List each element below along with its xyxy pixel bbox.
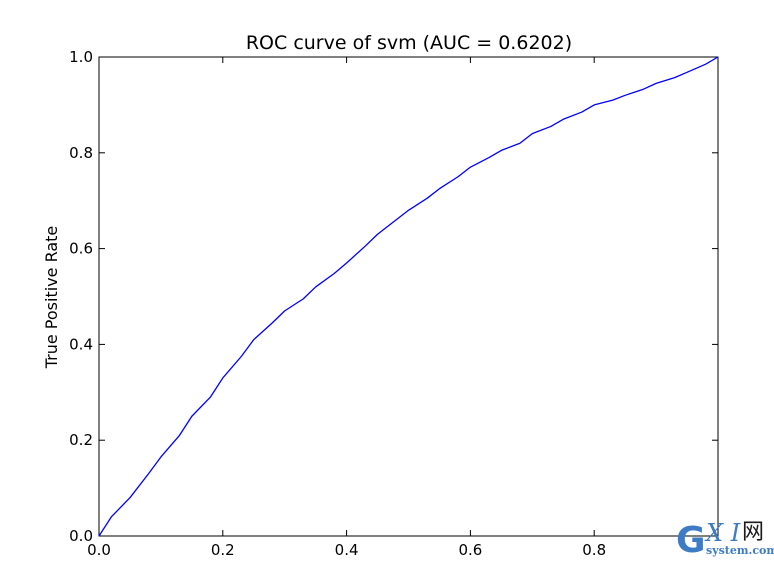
watermark-xi: X I <box>706 519 741 547</box>
x-tick-label: 0.8 <box>582 541 606 559</box>
plot-frame <box>98 56 719 537</box>
watermark-net: 网 <box>742 520 765 545</box>
y-tick-label: 0.0 <box>69 527 93 545</box>
watermark-g: G <box>676 520 706 561</box>
y-tick-label: 0.6 <box>69 240 93 258</box>
y-tick-label: 1.0 <box>69 48 93 66</box>
plot-area: 0.0 0.2 0.4 0.6 0.8 0.0 0.2 0.4 0.6 0.8 1.0 <box>69 48 719 559</box>
x-tick-label: 0.0 <box>87 541 111 559</box>
chart-title: ROC curve of svm (AUC = 0.6202) <box>246 32 572 54</box>
roc-curve-line <box>98 56 719 537</box>
y-tick-label: 0.4 <box>69 335 93 353</box>
x-tick-label: 0.2 <box>211 541 235 559</box>
x-tick-label: 0.6 <box>458 541 482 559</box>
y-tick-label: 0.8 <box>69 144 93 162</box>
y-tick-label: 0.2 <box>69 431 93 449</box>
x-tick-label: 0.4 <box>335 541 359 559</box>
y-axis-label: True Positive Rate <box>42 226 61 370</box>
site-watermark-logo: G X I 网 system.com <box>676 519 774 563</box>
watermark-site: system.com <box>706 544 774 557</box>
